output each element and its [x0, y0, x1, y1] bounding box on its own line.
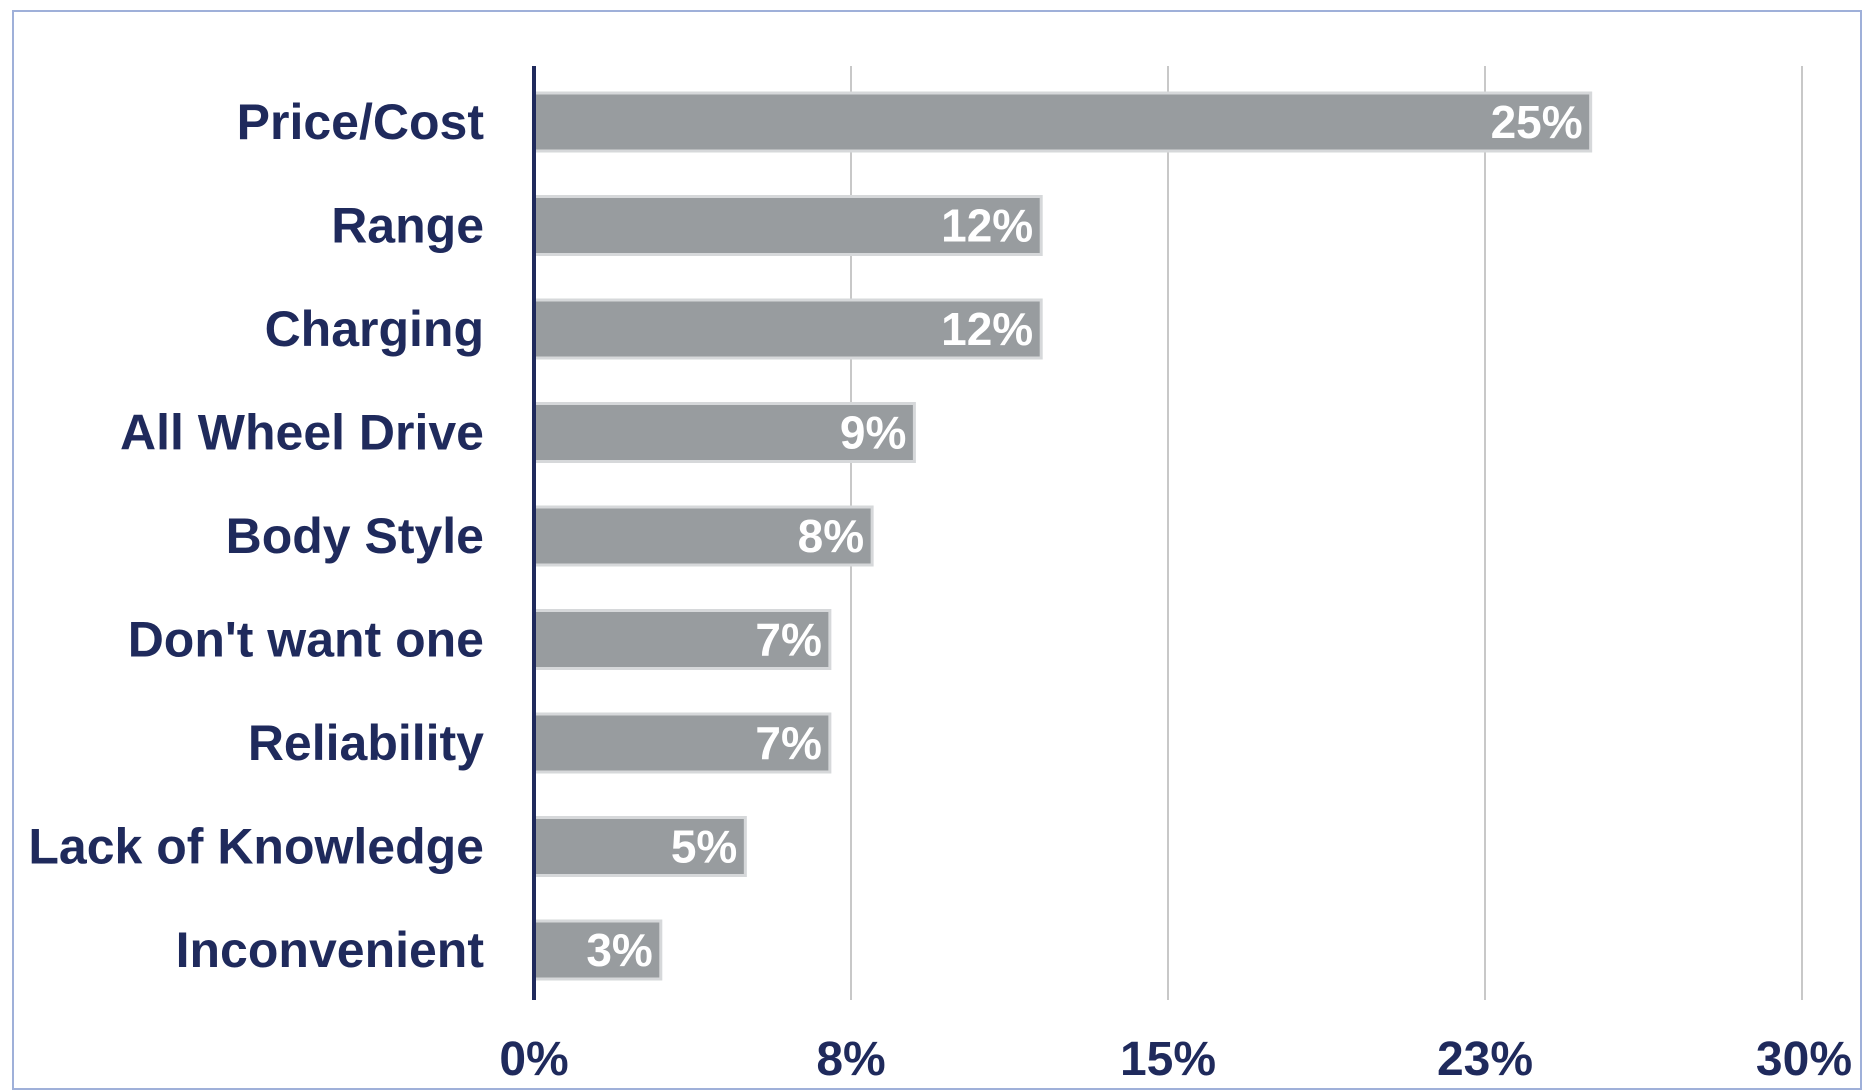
bar	[532, 195, 1043, 256]
data-label: 8%	[798, 510, 864, 562]
x-tick-label: 8%	[816, 1033, 885, 1078]
data-label: 25%	[1491, 96, 1583, 148]
category-label: Range	[331, 198, 484, 254]
bars: 25% 12% 12% 9% 8% 7% 7% 5% 3%	[532, 91, 1593, 981]
category-label: Reliability	[248, 715, 484, 771]
bar	[532, 712, 832, 774]
bar	[532, 91, 1593, 153]
category-label: Body Style	[226, 508, 484, 564]
x-tick-label: 30%	[1756, 1033, 1852, 1078]
category-label: Inconvenient	[176, 922, 485, 978]
category-label: Lack of Knowledge	[28, 819, 484, 875]
data-label: 7%	[755, 717, 821, 769]
x-axis-tick-labels: 0% 8% 15% 23% 30%	[499, 1033, 1852, 1078]
category-label: All Wheel Drive	[120, 405, 484, 461]
data-label: 3%	[586, 924, 652, 976]
bar	[532, 816, 747, 877]
category-label: Charging	[265, 301, 484, 357]
x-tick-label: 23%	[1437, 1033, 1533, 1078]
bar	[532, 298, 1043, 360]
category-labels: Price/Cost Range Charging All Wheel Drive Bo…	[28, 94, 484, 978]
data-label: 9%	[840, 407, 906, 459]
data-label: 12%	[941, 303, 1033, 355]
data-label: 5%	[671, 821, 737, 873]
category-label: Don't want one	[128, 612, 484, 668]
data-label: 7%	[755, 614, 821, 666]
bar	[532, 919, 663, 981]
x-tick-label: 15%	[1120, 1033, 1216, 1078]
data-label: 12%	[941, 200, 1033, 252]
chart-frame	[12, 10, 1862, 1090]
category-label: Price/Cost	[237, 94, 485, 150]
x-tick-label: 0%	[499, 1033, 568, 1078]
